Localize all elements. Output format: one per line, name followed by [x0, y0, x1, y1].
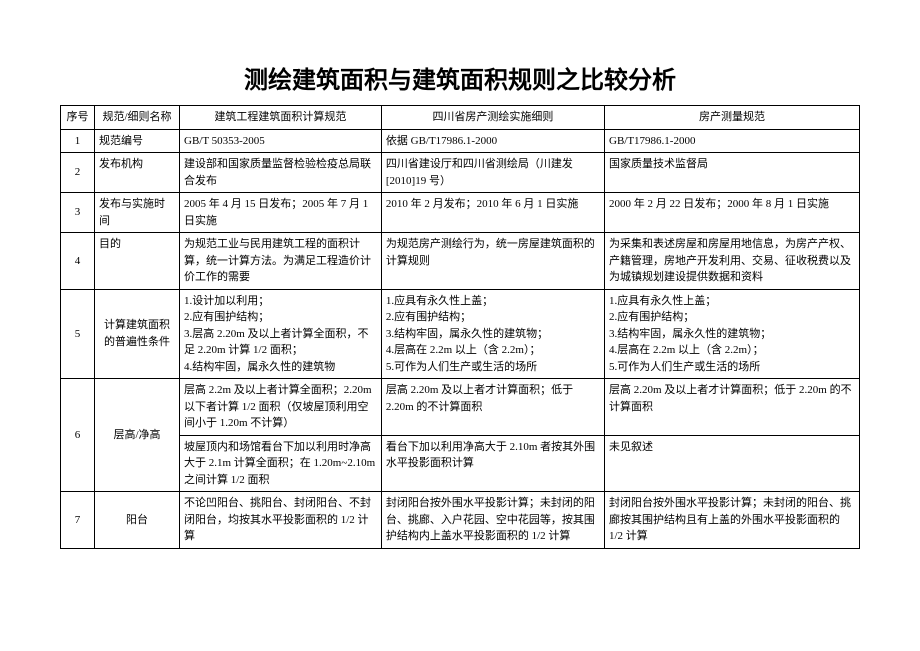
cell: 层高 2.20m 及以上者才计算面积；低于 2.20m 的不计算面积 [605, 379, 860, 436]
cell-seq: 6 [61, 379, 95, 492]
cell: GB/T17986.1-2000 [605, 129, 860, 153]
cell: 封闭阳台按外围水平投影计算；未封闭的阳台、挑廊、入户花园、空中花园等，按其围护结… [381, 492, 604, 549]
cell-seq: 2 [61, 153, 95, 193]
table-row: 6 层高/净高 层高 2.2m 及以上者计算全面积；2.20m 以下者计算 1/… [61, 379, 860, 436]
table-header-row: 序号 规范/细则名称 建筑工程建筑面积计算规范 四川省房产测绘实施细则 房产测量… [61, 106, 860, 130]
cell-name: 规范编号 [95, 129, 180, 153]
cell: 1.应具有永久性上盖； 2.应有围护结构； 3.结构牢固，属永久性的建筑物； 4… [381, 289, 604, 379]
cell: 不论凹阳台、挑阳台、封闭阳台、不封闭阳台，均按其水平投影面积的 1/2 计算 [180, 492, 382, 549]
cell-name: 目的 [95, 233, 180, 290]
table-row: 2 发布机构 建设部和国家质量监督检验检疫总局联合发布 四川省建设厅和四川省测绘… [61, 153, 860, 193]
table-row: 坡屋顶内和场馆看台下加以利用时净高大于 2.1m 计算全面积；在 1.20m~2… [61, 435, 860, 492]
cell: 层高 2.2m 及以上者计算全面积；2.20m 以下者计算 1/2 面积（仅坡屋… [180, 379, 382, 436]
cell: 2005 年 4 月 15 日发布；2005 年 7 月 1 日实施 [180, 193, 382, 233]
cell: 1.应具有永久性上盖； 2.应有围护结构； 3.结构牢固，属永久性的建筑物； 4… [605, 289, 860, 379]
cell: GB/T 50353-2005 [180, 129, 382, 153]
cell: 看台下加以利用净高大于 2.10m 者按其外围水平投影面积计算 [381, 435, 604, 492]
table-row: 3 发布与实施时间 2005 年 4 月 15 日发布；2005 年 7 月 1… [61, 193, 860, 233]
cell: 为规范房产测绘行为，统一房屋建筑面积的计算规则 [381, 233, 604, 290]
col-header: 建筑工程建筑面积计算规范 [180, 106, 382, 130]
cell: 封闭阳台按外围水平投影计算；未封闭的阳台、挑廊按其围护结构且有上盖的外围水平投影… [605, 492, 860, 549]
cell-seq: 4 [61, 233, 95, 290]
col-header: 房产测量规范 [605, 106, 860, 130]
col-header: 序号 [61, 106, 95, 130]
cell: 建设部和国家质量监督检验检疫总局联合发布 [180, 153, 382, 193]
col-header: 四川省房产测绘实施细则 [381, 106, 604, 130]
table-row: 1 规范编号 GB/T 50353-2005 依据 GB/T17986.1-20… [61, 129, 860, 153]
cell: 国家质量技术监督局 [605, 153, 860, 193]
cell-seq: 3 [61, 193, 95, 233]
cell: 为规范工业与民用建筑工程的面积计算，统一计算方法。为满足工程造价计价工作的需要 [180, 233, 382, 290]
comparison-table: 序号 规范/细则名称 建筑工程建筑面积计算规范 四川省房产测绘实施细则 房产测量… [60, 105, 860, 549]
cell-name: 发布机构 [95, 153, 180, 193]
col-header: 规范/细则名称 [95, 106, 180, 130]
cell-seq: 7 [61, 492, 95, 549]
cell: 2000 年 2 月 22 日发布；2000 年 8 月 1 日实施 [605, 193, 860, 233]
cell-name: 计算建筑面积的普遍性条件 [95, 289, 180, 379]
cell-seq: 5 [61, 289, 95, 379]
cell: 2010 年 2 月发布；2010 年 6 月 1 日实施 [381, 193, 604, 233]
cell: 层高 2.20m 及以上者才计算面积；低于 2.20m 的不计算面积 [381, 379, 604, 436]
cell-name: 发布与实施时间 [95, 193, 180, 233]
cell: 坡屋顶内和场馆看台下加以利用时净高大于 2.1m 计算全面积；在 1.20m~2… [180, 435, 382, 492]
cell: 1.设计加以利用； 2.应有围护结构； 3.层高 2.20m 及以上者计算全面积… [180, 289, 382, 379]
cell: 未见叙述 [605, 435, 860, 492]
table-row: 5 计算建筑面积的普遍性条件 1.设计加以利用； 2.应有围护结构； 3.层高 … [61, 289, 860, 379]
cell: 为采集和表述房屋和房屋用地信息，为房产产权、产籍管理，房地产开发利用、交易、征收… [605, 233, 860, 290]
cell: 依据 GB/T17986.1-2000 [381, 129, 604, 153]
page-title: 测绘建筑面积与建筑面积规则之比较分析 [60, 60, 860, 95]
table-row: 4 目的 为规范工业与民用建筑工程的面积计算，统一计算方法。为满足工程造价计价工… [61, 233, 860, 290]
cell-name: 阳台 [95, 492, 180, 549]
cell: 四川省建设厅和四川省测绘局（川建发[2010]19 号） [381, 153, 604, 193]
table-row: 7 阳台 不论凹阳台、挑阳台、封闭阳台、不封闭阳台，均按其水平投影面积的 1/2… [61, 492, 860, 549]
cell-name: 层高/净高 [95, 379, 180, 492]
document-page: 测绘建筑面积与建筑面积规则之比较分析 序号 规范/细则名称 建筑工程建筑面积计算… [0, 0, 920, 651]
cell-seq: 1 [61, 129, 95, 153]
